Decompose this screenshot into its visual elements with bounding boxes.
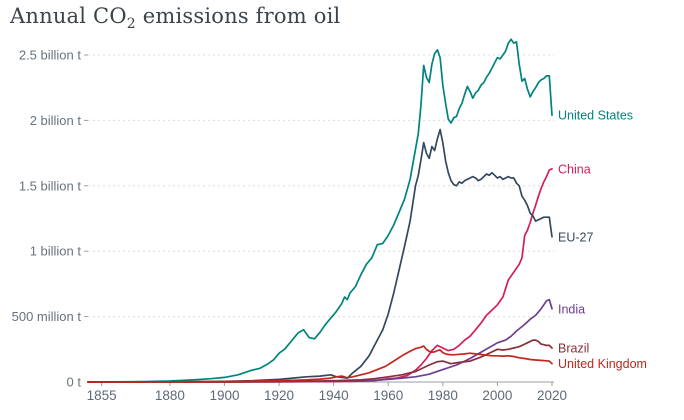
x-tick-label-1960: 1960 [373,388,403,403]
x-tick-label-1940: 1940 [319,388,349,403]
y-tick-label-2000: 2 billion t [30,113,82,128]
series-label-united-kingdom[interactable]: United Kingdom [558,357,647,371]
series-label-united-states[interactable]: United States [558,109,633,123]
series-label-eu-27[interactable]: EU-27 [558,230,593,244]
series-label-brazil[interactable]: Brazil [558,341,589,355]
series-line-united-states [87,38,553,383]
x-tick-label-1880: 1880 [155,388,185,403]
chart-title: Annual CO2 emissions from oil [10,4,341,31]
x-tick-label-2020: 2020 [537,388,567,403]
series-line-united-kingdom [87,345,553,383]
y-tick-label-2500: 2.5 billion t [19,48,82,63]
series-line-brazil [87,339,553,383]
series-label-india[interactable]: India [558,302,585,316]
y-tick-label-1500: 1.5 billion t [19,178,82,193]
chart-title-subscript: 2 [126,16,136,33]
series-line-china [87,167,553,383]
x-tick-label-1980: 1980 [428,388,458,403]
chart-title-suffix: emissions from oil [135,4,341,28]
y-tick-label-1000: 1 billion t [30,244,82,259]
x-tick-label-2000: 2000 [482,388,512,403]
x-tick-label-1900: 1900 [209,388,239,403]
y-tick-label-0: 0 t [67,375,82,390]
x-tick-label-1855: 1855 [87,388,117,403]
series-label-china[interactable]: China [558,162,591,176]
chart-title-prefix: Annual CO [10,4,127,28]
series-line-eu-27 [87,128,553,383]
series-line-india [87,298,553,383]
x-tick-label-1920: 1920 [264,388,294,403]
y-tick-label-500: 500 million t [12,309,82,324]
